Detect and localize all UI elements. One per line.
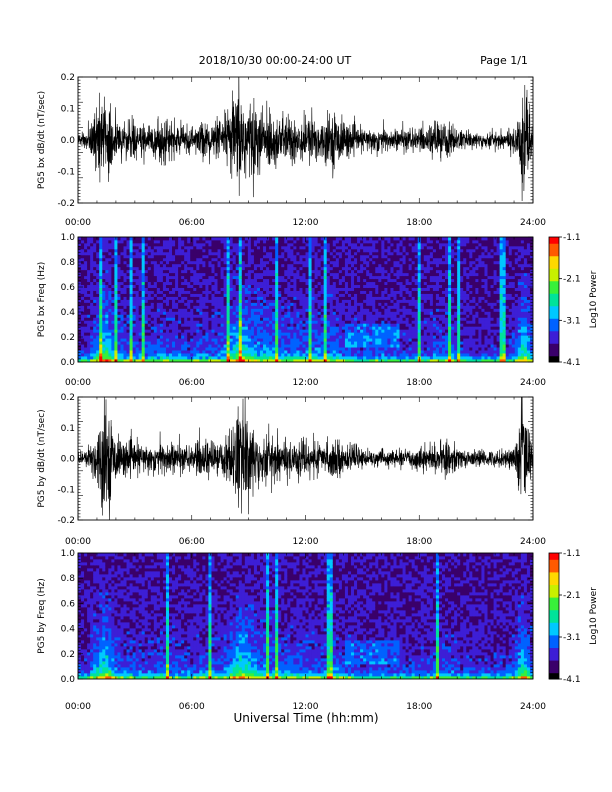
x-tick-label: 18:00 <box>406 378 432 388</box>
x-tick-label: 12:00 <box>293 537 319 547</box>
y-tick-label: 0.8 <box>61 574 76 584</box>
colorbar-label: Log10 Power <box>589 270 599 328</box>
colorbar-tick-label: -2.1 <box>563 275 581 285</box>
figure-title: 2018/10/30 00:00-24:00 UT <box>199 54 352 67</box>
y-tick-label: 0.0 <box>61 675 76 685</box>
x-tick-label: 06:00 <box>179 537 205 547</box>
y-tick-label: -0.1 <box>57 485 75 495</box>
x-tick-label: 00:00 <box>65 218 91 228</box>
page-indicator: Page 1/1 <box>480 54 528 67</box>
x-tick-label: 24:00 <box>520 378 546 388</box>
y-tick-label: 0.2 <box>61 333 75 343</box>
y-tick-label: 0.2 <box>61 393 75 403</box>
y-tick-label: 0.4 <box>61 625 76 635</box>
x-axis-title: Universal Time (hh:mm) <box>233 711 378 725</box>
y-tick-label: 0.2 <box>61 650 75 660</box>
x-tick-label: 18:00 <box>406 218 432 228</box>
colorbar: -1.1 -2.1 -3.1 -4.1 Log10 Power <box>548 549 599 685</box>
waveform-trace <box>78 397 533 520</box>
colorbar-tick-label: -4.1 <box>563 358 581 368</box>
y-axis-label: PG5 by dB/dt (nT/sec) <box>37 409 47 507</box>
x-tick-label: 00:00 <box>65 702 91 712</box>
colorbar-tick-label: -3.1 <box>563 633 581 643</box>
y-tick-label: 1.0 <box>61 549 76 559</box>
bx-waveform-panel: 0.2 0.1 0.0 -0.1 -0.2 00:00 06:00 12:00 18:00 24:… <box>37 73 546 228</box>
colorbar: -1.1 -2.1 -3.1 -4.1 Log10 Power <box>548 233 599 368</box>
bx-spectrogram-panel: -1.1 -2.1 -3.1 -4.1 Log10 Power 1.0 0.8 0.6 0.4 0… <box>37 233 599 388</box>
y-axis-label: PG5 bx dB/dt (nT/sec) <box>37 91 47 189</box>
colorbar-tick-label: -2.1 <box>563 591 581 601</box>
waveform-trace <box>78 77 533 202</box>
y-tick-label: 0.1 <box>61 105 75 115</box>
colorbar-tick-label: -3.1 <box>563 316 581 326</box>
colorbar-label: Log10 Power <box>589 587 599 645</box>
x-tick-label: 12:00 <box>293 378 319 388</box>
by-spectrogram-panel: -1.1 -2.1 -3.1 -4.1 Log10 Power 1.0 0.8 0.6 0.4 0… <box>37 549 599 712</box>
x-tick-label: 18:00 <box>406 537 432 547</box>
x-tick-label: 24:00 <box>520 537 546 547</box>
y-tick-label: -0.2 <box>57 516 75 526</box>
y-tick-label: 0.6 <box>61 283 76 293</box>
y-tick-label: 0.0 <box>61 136 76 146</box>
x-tick-label: 24:00 <box>520 218 546 228</box>
x-tick-label: 06:00 <box>179 378 205 388</box>
x-tick-label: 24:00 <box>520 702 546 712</box>
y-tick-label: 0.1 <box>61 424 75 434</box>
x-tick-label: 12:00 <box>293 218 319 228</box>
x-tick-label: 06:00 <box>179 218 205 228</box>
y-tick-label: 0.2 <box>61 73 75 83</box>
y-tick-label: -0.1 <box>57 168 75 178</box>
x-tick-label: 18:00 <box>406 702 432 712</box>
y-tick-label: 1.0 <box>61 233 76 243</box>
colorbar-tick-label: -1.1 <box>563 233 581 243</box>
y-axis-label: PG5 by Freq (Hz) <box>37 578 47 654</box>
y-tick-label: -0.2 <box>57 199 75 209</box>
by-waveform-panel: 0.2 0.1 0.0 -0.1 -0.2 00:00 06:00 12:00 18:00 24:… <box>37 393 546 547</box>
colorbar-tick-label: -1.1 <box>563 549 581 559</box>
y-tick-label: 0.0 <box>61 358 76 368</box>
y-tick-label: 0.4 <box>61 308 76 318</box>
x-tick-label: 06:00 <box>179 702 205 712</box>
x-tick-label: 00:00 <box>65 378 91 388</box>
y-tick-label: 0.0 <box>61 455 76 465</box>
y-axis-label: PG5 bx Freq (Hz) <box>37 262 47 338</box>
y-tick-label: 0.6 <box>61 599 76 609</box>
x-tick-label: 00:00 <box>65 537 91 547</box>
spectrogram-heatmap <box>78 553 533 679</box>
spectrogram-heatmap <box>78 237 533 362</box>
y-tick-label: 0.8 <box>61 258 76 268</box>
x-tick-label: 12:00 <box>293 702 319 712</box>
colorbar-tick-label: -4.1 <box>563 675 581 685</box>
